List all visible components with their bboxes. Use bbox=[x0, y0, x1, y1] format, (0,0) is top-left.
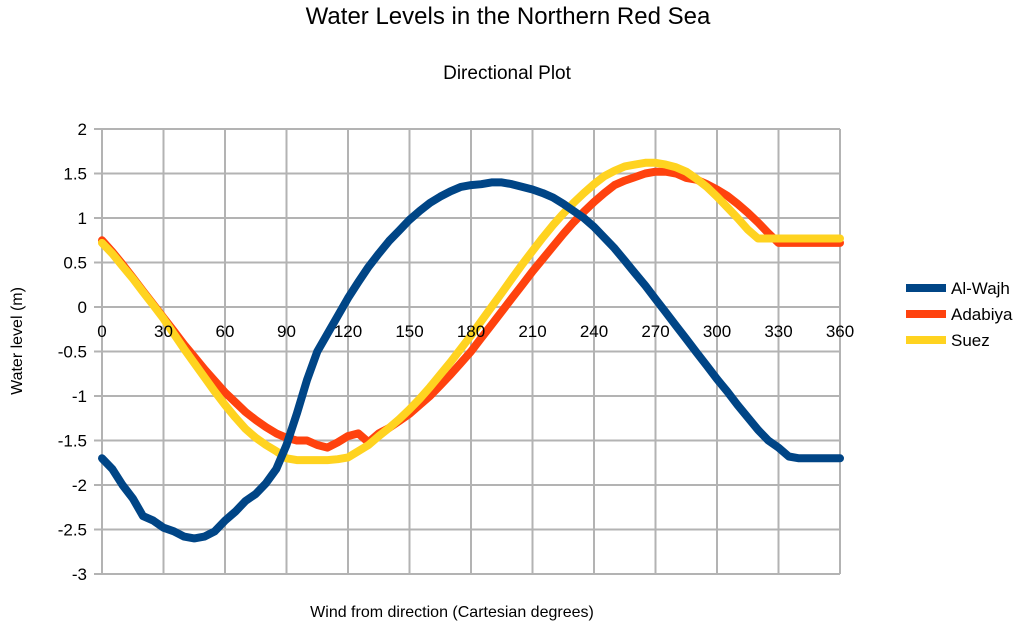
chart-title: Water Levels in the Northern Red Sea bbox=[306, 3, 711, 30]
y-tick-label: 2 bbox=[78, 120, 87, 139]
y-tick-label: 1.5 bbox=[63, 165, 87, 184]
x-tick-label: 270 bbox=[641, 322, 669, 341]
x-tick-label: 150 bbox=[395, 322, 423, 341]
y-axis-title: Water level (m) bbox=[9, 287, 26, 395]
legend-label-suez: Suez bbox=[951, 331, 990, 350]
x-tick-label: 360 bbox=[826, 322, 854, 341]
x-tick-label: 30 bbox=[154, 322, 173, 341]
y-tick-label: -2.5 bbox=[58, 521, 87, 540]
x-tick-labels: 0 30 60 90 120 150 180 210 240 270 300 330 360 bbox=[97, 322, 854, 341]
x-tick-label: 120 bbox=[334, 322, 362, 341]
x-tick-label: 60 bbox=[216, 322, 235, 341]
x-tick-label: 240 bbox=[580, 322, 608, 341]
x-tick-label: 90 bbox=[277, 322, 296, 341]
y-tick-label: -1 bbox=[72, 387, 87, 406]
y-tick-label: 0.5 bbox=[63, 254, 87, 273]
x-tick-label: 210 bbox=[518, 322, 546, 341]
x-tick-label: 330 bbox=[764, 322, 792, 341]
chart-subtitle: Directional Plot bbox=[443, 63, 571, 84]
y-tick-labels: 2 1.5 1 0.5 0 -0.5 -1 -1.5 -2 -2.5 -3 bbox=[58, 120, 87, 584]
x-axis-title: Wind from direction (Cartesian degrees) bbox=[310, 604, 594, 621]
y-tick-label: 0 bbox=[78, 298, 87, 317]
legend: Al-Wajh Adabiya Suez bbox=[906, 279, 1013, 350]
x-tick-label: 0 bbox=[97, 322, 106, 341]
y-tick-label: -2 bbox=[72, 476, 87, 495]
series-line-suez bbox=[98, 158, 844, 465]
y-tick-label: -3 bbox=[72, 565, 87, 584]
legend-label-al-wajh: Al-Wajh bbox=[951, 279, 1010, 298]
y-tick-label: -1.5 bbox=[58, 432, 87, 451]
y-tick-label: -0.5 bbox=[58, 343, 87, 362]
y-tick-label: 1 bbox=[78, 209, 87, 228]
legend-label-adabiya: Adabiya bbox=[951, 305, 1013, 324]
series-line-adabiya bbox=[98, 167, 844, 452]
x-tick-label: 300 bbox=[703, 322, 731, 341]
x-tick-label: 180 bbox=[457, 322, 485, 341]
plot-lines bbox=[98, 158, 844, 543]
series-line-al-wajh bbox=[98, 178, 844, 543]
